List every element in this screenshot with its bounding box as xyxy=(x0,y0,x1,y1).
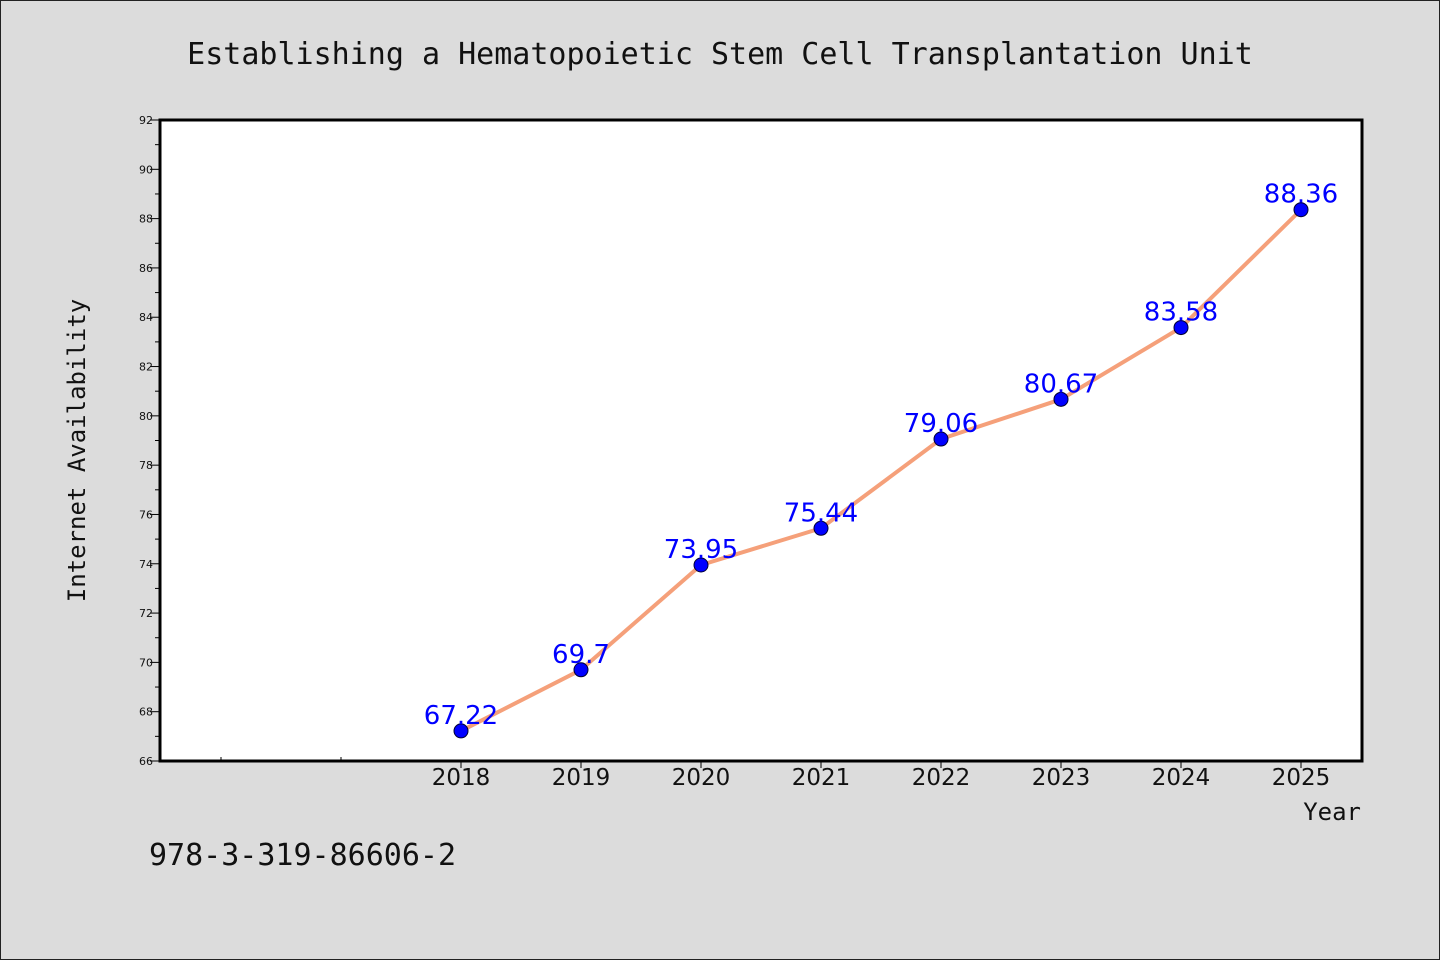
data-labels: 67.22 69.7 73.95 75.44 79.06 80.67 83.58 88.36 xyxy=(424,180,1338,731)
data-point xyxy=(573,662,589,678)
chart-title: Establishing a Hematopoietic Stem Cell T… xyxy=(187,37,1253,72)
y-tick-label: 68 xyxy=(139,706,153,719)
x-tick-label: 2018 xyxy=(432,765,491,791)
y-tick-label: 74 xyxy=(139,558,153,571)
y-tick-label: 82 xyxy=(139,361,153,374)
x-axis-label: Year xyxy=(1303,798,1361,826)
series-line-segment xyxy=(939,397,1063,442)
data-point xyxy=(1293,202,1309,218)
y-tick-label: 80 xyxy=(139,410,153,423)
x-tick-label: 2023 xyxy=(1032,765,1091,791)
data-point xyxy=(453,723,469,739)
y-tick-label: 84 xyxy=(139,311,153,324)
data-point xyxy=(1053,391,1069,407)
y-tick-label: 78 xyxy=(139,459,153,472)
y-axis-label: Internet Availability xyxy=(63,299,91,602)
series-layer xyxy=(453,202,1309,739)
series-line-segment xyxy=(459,667,583,733)
x-tick-label: 2020 xyxy=(672,765,731,791)
x-tick-label: 2019 xyxy=(552,765,611,791)
data-label: 83.58 xyxy=(1144,298,1218,328)
footer-isbn: 978-3-319-86606-2 xyxy=(149,838,456,873)
series-line-segment xyxy=(699,526,823,568)
y-tick-label: 70 xyxy=(139,656,153,669)
y-tick-label: 72 xyxy=(139,607,153,620)
y-axis: 66 68 70 72 74 76 78 80 82 84 86 88 90 92 xyxy=(139,114,160,768)
y-tick-label: 92 xyxy=(139,114,153,127)
data-label: 73.95 xyxy=(664,535,738,565)
series-line-segment xyxy=(819,437,943,531)
data-label: 79.06 xyxy=(904,409,978,439)
data-label: 69.7 xyxy=(552,640,610,670)
y-tick-label: 66 xyxy=(139,755,153,768)
data-label: 88.36 xyxy=(1264,180,1338,210)
x-tick-label: 2021 xyxy=(792,765,851,791)
series-line-segment xyxy=(1059,325,1183,402)
data-point xyxy=(1173,320,1189,336)
y-tick-label: 86 xyxy=(139,262,153,275)
data-point xyxy=(693,557,709,573)
series-line-segment xyxy=(579,563,703,672)
y-tick-label: 88 xyxy=(139,213,153,226)
data-label: 67.22 xyxy=(424,701,498,731)
data-label: 80.67 xyxy=(1024,369,1098,399)
data-label: 75.44 xyxy=(784,498,858,528)
x-tick-label: 2022 xyxy=(912,765,971,791)
y-tick-label: 90 xyxy=(139,163,153,176)
data-point xyxy=(813,520,829,536)
x-axis: 2018 2019 2020 2021 2022 2023 2024 2025 xyxy=(220,757,1331,791)
y-tick-label: 76 xyxy=(139,508,153,521)
data-point xyxy=(933,431,949,447)
plot-area xyxy=(158,118,1364,763)
x-tick-label: 2025 xyxy=(1272,765,1331,791)
x-tick-label: 2024 xyxy=(1152,765,1211,791)
series-line-segment xyxy=(1179,207,1303,330)
